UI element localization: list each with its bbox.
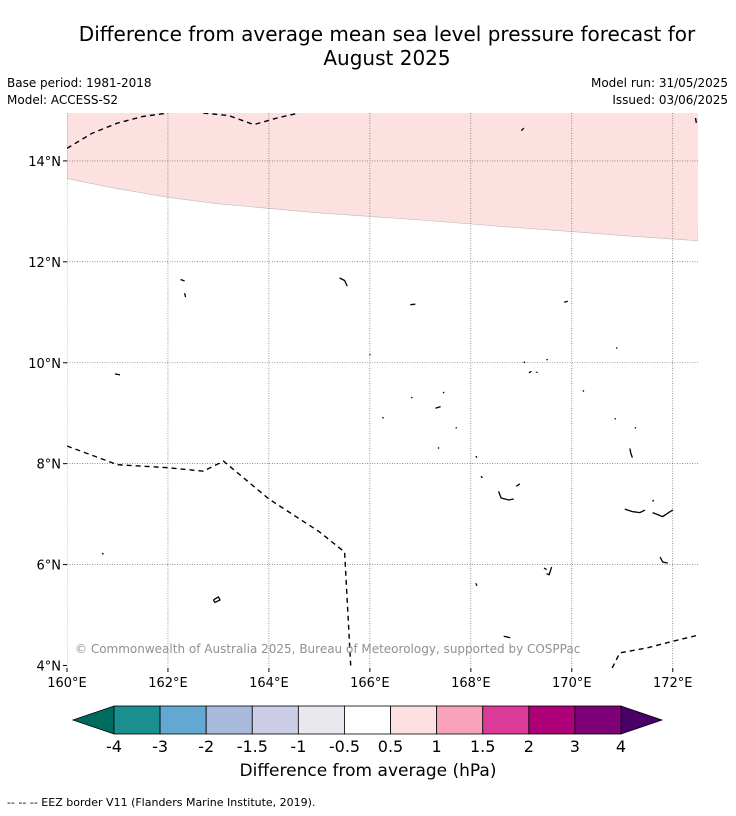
island-outline <box>546 358 549 361</box>
colorbar: -4 -3 -2 -1.5 -1 -0.5 0.5 1 1.5 2 3 4 <box>71 705 664 756</box>
y-tick-label: 6°N <box>37 559 62 574</box>
base-period: Base period: 1981-2018 <box>7 76 152 90</box>
axes: 160°E 162°E 164°E 166°E 168°E 170°E 172°E 14°N 1… <box>28 155 692 691</box>
colorbar-bin <box>436 705 484 735</box>
colorbar-tick-label: -2 <box>198 737 214 756</box>
gridlines <box>67 113 698 668</box>
colorbar-bin <box>159 705 207 735</box>
island-outline <box>455 426 458 429</box>
eez-border-line <box>203 113 300 126</box>
island-coastlines <box>101 127 674 639</box>
y-tick-label: 14°N <box>28 155 61 170</box>
title-line-2: August 2025 <box>323 46 451 70</box>
colorbar-bin <box>574 705 622 735</box>
colorbar-tick-label: 3 <box>570 737 580 756</box>
colorbar-bin <box>251 705 299 735</box>
model-run: Model run: 31/05/2025 <box>590 76 728 90</box>
y-tick-label: 12°N <box>28 256 61 271</box>
island-outline <box>212 595 221 604</box>
island-outline <box>442 391 445 394</box>
x-tick-label: 160°E <box>47 676 87 691</box>
island-outline <box>520 127 525 132</box>
colorbar-bin <box>113 705 161 735</box>
island-outline <box>652 499 655 502</box>
island-outline <box>536 371 538 374</box>
island-outline <box>634 426 637 429</box>
island-outline <box>528 370 532 374</box>
island-outline <box>614 417 617 420</box>
island-outline <box>624 508 646 514</box>
island-outline <box>503 635 511 639</box>
island-outline <box>339 277 348 287</box>
island-outline <box>382 416 384 419</box>
colorbar-bin <box>205 705 253 735</box>
island-outline <box>437 447 440 449</box>
island-outline <box>615 347 618 350</box>
colorbar-under-arrow <box>71 705 115 735</box>
island-outline <box>652 509 674 518</box>
island-outline <box>410 303 416 306</box>
island-outline <box>183 292 187 298</box>
island-outline <box>564 300 568 303</box>
copyright-text: © Commonwealth of Australia 2025, Bureau… <box>75 642 580 656</box>
island-outline <box>629 448 634 458</box>
island-outline <box>480 475 483 479</box>
island-outline <box>101 552 104 555</box>
colorbar-tick-label: 2 <box>524 737 534 756</box>
colorbar-tick-label: -1.5 <box>237 737 268 756</box>
y-tick-label: 10°N <box>28 357 61 372</box>
eez-borders <box>67 113 698 668</box>
colorbar-over-arrow <box>620 705 664 735</box>
island-outline <box>435 405 441 409</box>
colorbar-tick-label: 1 <box>432 737 442 756</box>
colorbar-tick-label: 1.5 <box>470 737 495 756</box>
x-tick-label: 164°E <box>249 676 289 691</box>
colorbar-bin <box>297 705 345 735</box>
map-area <box>67 113 698 668</box>
colorbar-tick-label: -4 <box>106 737 122 756</box>
island-outline <box>546 566 553 576</box>
meta-right: Model run: 31/05/2025 Issued: 03/06/2025 <box>591 75 728 109</box>
island-outline <box>475 582 478 587</box>
island-outline <box>410 396 413 399</box>
colorbar-tick-label: -1 <box>290 737 306 756</box>
eez-border-line <box>67 113 169 149</box>
chart-title: Difference from average mean sea level p… <box>40 22 734 70</box>
island-outline <box>523 361 526 364</box>
colorbar-bin <box>344 705 391 735</box>
island-outline <box>475 455 478 458</box>
x-tick-label: 168°E <box>451 676 491 691</box>
issued-date: Issued: 03/06/2025 <box>612 93 728 107</box>
colorbar-bin <box>528 705 576 735</box>
meta-left: Base period: 1981-2018 Model: ACCESS-S2 <box>7 75 152 109</box>
island-outline <box>543 567 547 571</box>
colorbar-tick-label: 0.5 <box>378 737 403 756</box>
colorbar-tick-label: -3 <box>152 737 168 756</box>
y-tick-label: 8°N <box>37 458 62 473</box>
y-tick-label: 4°N <box>37 659 62 674</box>
title-line-1: Difference from average mean sea level p… <box>78 22 696 46</box>
island-outline <box>515 483 521 487</box>
x-tick-label: 170°E <box>552 676 592 691</box>
x-tick-label: 172°E <box>653 676 693 691</box>
colorbar-label: Difference from average (hPa) <box>239 761 497 781</box>
colorbar-bin <box>390 705 438 735</box>
colorbar-bin <box>482 705 530 735</box>
island-outline <box>180 278 185 282</box>
x-tick-label: 162°E <box>148 676 188 691</box>
eez-border-line <box>694 117 698 127</box>
eez-border-line <box>67 445 352 666</box>
model-name: Model: ACCESS-S2 <box>7 93 119 107</box>
anomaly-band <box>67 113 698 242</box>
eez-legend: -- -- -- EEZ border V11 (Flanders Marine… <box>7 796 316 809</box>
colorbar-tick-label: 4 <box>616 737 626 756</box>
island-outline <box>114 373 121 376</box>
eez-border-line <box>611 634 698 668</box>
island-outline <box>659 556 668 564</box>
colorbar-tick-label: -0.5 <box>329 737 360 756</box>
x-tick-label: 166°E <box>350 676 390 691</box>
island-outline <box>497 491 514 501</box>
island-outline <box>582 390 585 392</box>
